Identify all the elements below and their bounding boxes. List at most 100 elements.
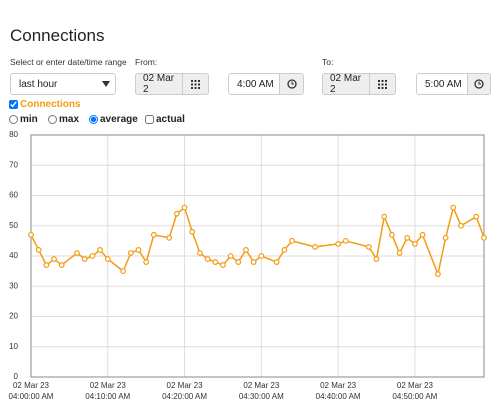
series-checkbox[interactable] — [9, 100, 18, 109]
data-point — [258, 253, 265, 259]
from-label: From: — [135, 57, 158, 67]
to-time[interactable]: 5:00 AM — [416, 73, 468, 95]
mode-actual[interactable]: actual — [145, 114, 185, 125]
data-point — [166, 234, 173, 241]
data-point — [173, 210, 180, 217]
data-point — [250, 259, 257, 265]
data-point — [450, 204, 457, 211]
to-label: To: — [322, 57, 334, 67]
y-tick-label: 80 — [9, 130, 18, 139]
y-tick-label: 60 — [9, 191, 18, 200]
data-point — [197, 250, 203, 256]
calendar-icon — [378, 79, 387, 89]
mode-label: max — [59, 114, 80, 125]
y-tick-label: 20 — [9, 312, 18, 321]
y-tick-label: 70 — [9, 160, 18, 169]
data-point — [227, 253, 234, 259]
data-point — [204, 256, 211, 262]
to-time-value: 5:00 AM — [425, 78, 462, 90]
range-label: Select or enter date/time range — [10, 57, 127, 67]
range-select[interactable]: last hour — [10, 73, 116, 95]
data-point — [127, 250, 134, 256]
y-tick-label: 30 — [9, 281, 18, 290]
plot-border — [30, 134, 485, 378]
data-point — [342, 237, 349, 244]
series-line — [30, 205, 485, 277]
data-point — [243, 247, 249, 253]
data-point — [281, 247, 288, 253]
y-tick-label: 50 — [9, 221, 18, 230]
data-point — [89, 253, 96, 259]
to-date-value: 02 Mar 2 — [330, 73, 362, 95]
data-point — [189, 228, 196, 235]
x-tick-label: 02 Mar 23 04:00:00 AM — [8, 381, 54, 401]
y-tick-label: 0 — [14, 372, 19, 381]
data-point — [81, 256, 88, 262]
data-point — [419, 231, 426, 238]
x-tick-label: 02 Mar 23 04:50:00 AM — [392, 381, 438, 401]
data-point — [396, 250, 403, 256]
data-point — [388, 231, 395, 238]
data-point — [104, 256, 111, 262]
from-calendar-button[interactable] — [182, 73, 209, 95]
data-point — [458, 222, 464, 229]
data-point — [51, 256, 57, 262]
from-time-value: 4:00 AM — [237, 78, 274, 90]
mode-label: average — [100, 114, 138, 125]
mode-max[interactable]: max — [48, 114, 79, 125]
mode-min[interactable]: min — [9, 114, 38, 125]
range-value: last hour — [19, 78, 58, 90]
data-point — [28, 231, 34, 238]
checkbox[interactable] — [145, 115, 154, 124]
clock-icon — [286, 79, 297, 89]
data-point — [35, 247, 42, 253]
data-point — [273, 259, 280, 265]
data-point — [220, 262, 226, 268]
data-point — [473, 213, 480, 220]
data-point — [74, 250, 80, 256]
x-tick-label: 02 Mar 23 04:10:00 AM — [85, 381, 131, 401]
clock-icon — [474, 79, 484, 89]
data-point — [43, 262, 50, 268]
data-point — [435, 271, 441, 278]
radio[interactable] — [48, 115, 57, 124]
data-point — [212, 259, 219, 265]
data-point — [235, 259, 242, 265]
data-point — [442, 234, 449, 241]
from-date[interactable]: 02 Mar 2 — [135, 73, 183, 95]
data-point — [335, 240, 342, 247]
series-toggle[interactable]: Connections — [9, 99, 81, 110]
data-point — [135, 247, 142, 253]
radio[interactable] — [89, 115, 98, 124]
data-point — [381, 213, 388, 220]
from-date-value: 02 Mar 2 — [143, 73, 175, 95]
data-point — [312, 244, 318, 250]
series-name: Connections — [20, 99, 81, 110]
from-clock-button[interactable] — [279, 73, 304, 95]
data-point — [365, 244, 372, 250]
page-title: Connections — [10, 26, 105, 45]
data-point — [143, 259, 150, 265]
radio[interactable] — [9, 115, 18, 124]
mode-label: min — [20, 114, 38, 125]
x-tick-label: 02 Mar 23 04:40:00 AM — [315, 381, 361, 401]
data-point — [58, 262, 65, 268]
data-point — [411, 240, 418, 247]
data-point — [289, 237, 295, 244]
data-point — [120, 268, 127, 275]
dropdown-arrow — [102, 81, 110, 87]
calendar-icon — [191, 79, 200, 89]
y-tick-label: 40 — [9, 251, 18, 260]
to-clock-button[interactable] — [467, 73, 491, 95]
data-point — [181, 204, 188, 211]
to-calendar-button[interactable] — [369, 73, 396, 95]
mode-label: actual — [156, 114, 185, 125]
x-tick-label: 02 Mar 23 04:30:00 AM — [238, 381, 284, 401]
data-point — [373, 256, 380, 262]
x-tick-label: 02 Mar 23 04:20:00 AM — [162, 381, 207, 401]
data-point — [481, 234, 487, 241]
mode-average[interactable]: average — [89, 114, 138, 125]
y-tick-label: 10 — [9, 342, 18, 351]
